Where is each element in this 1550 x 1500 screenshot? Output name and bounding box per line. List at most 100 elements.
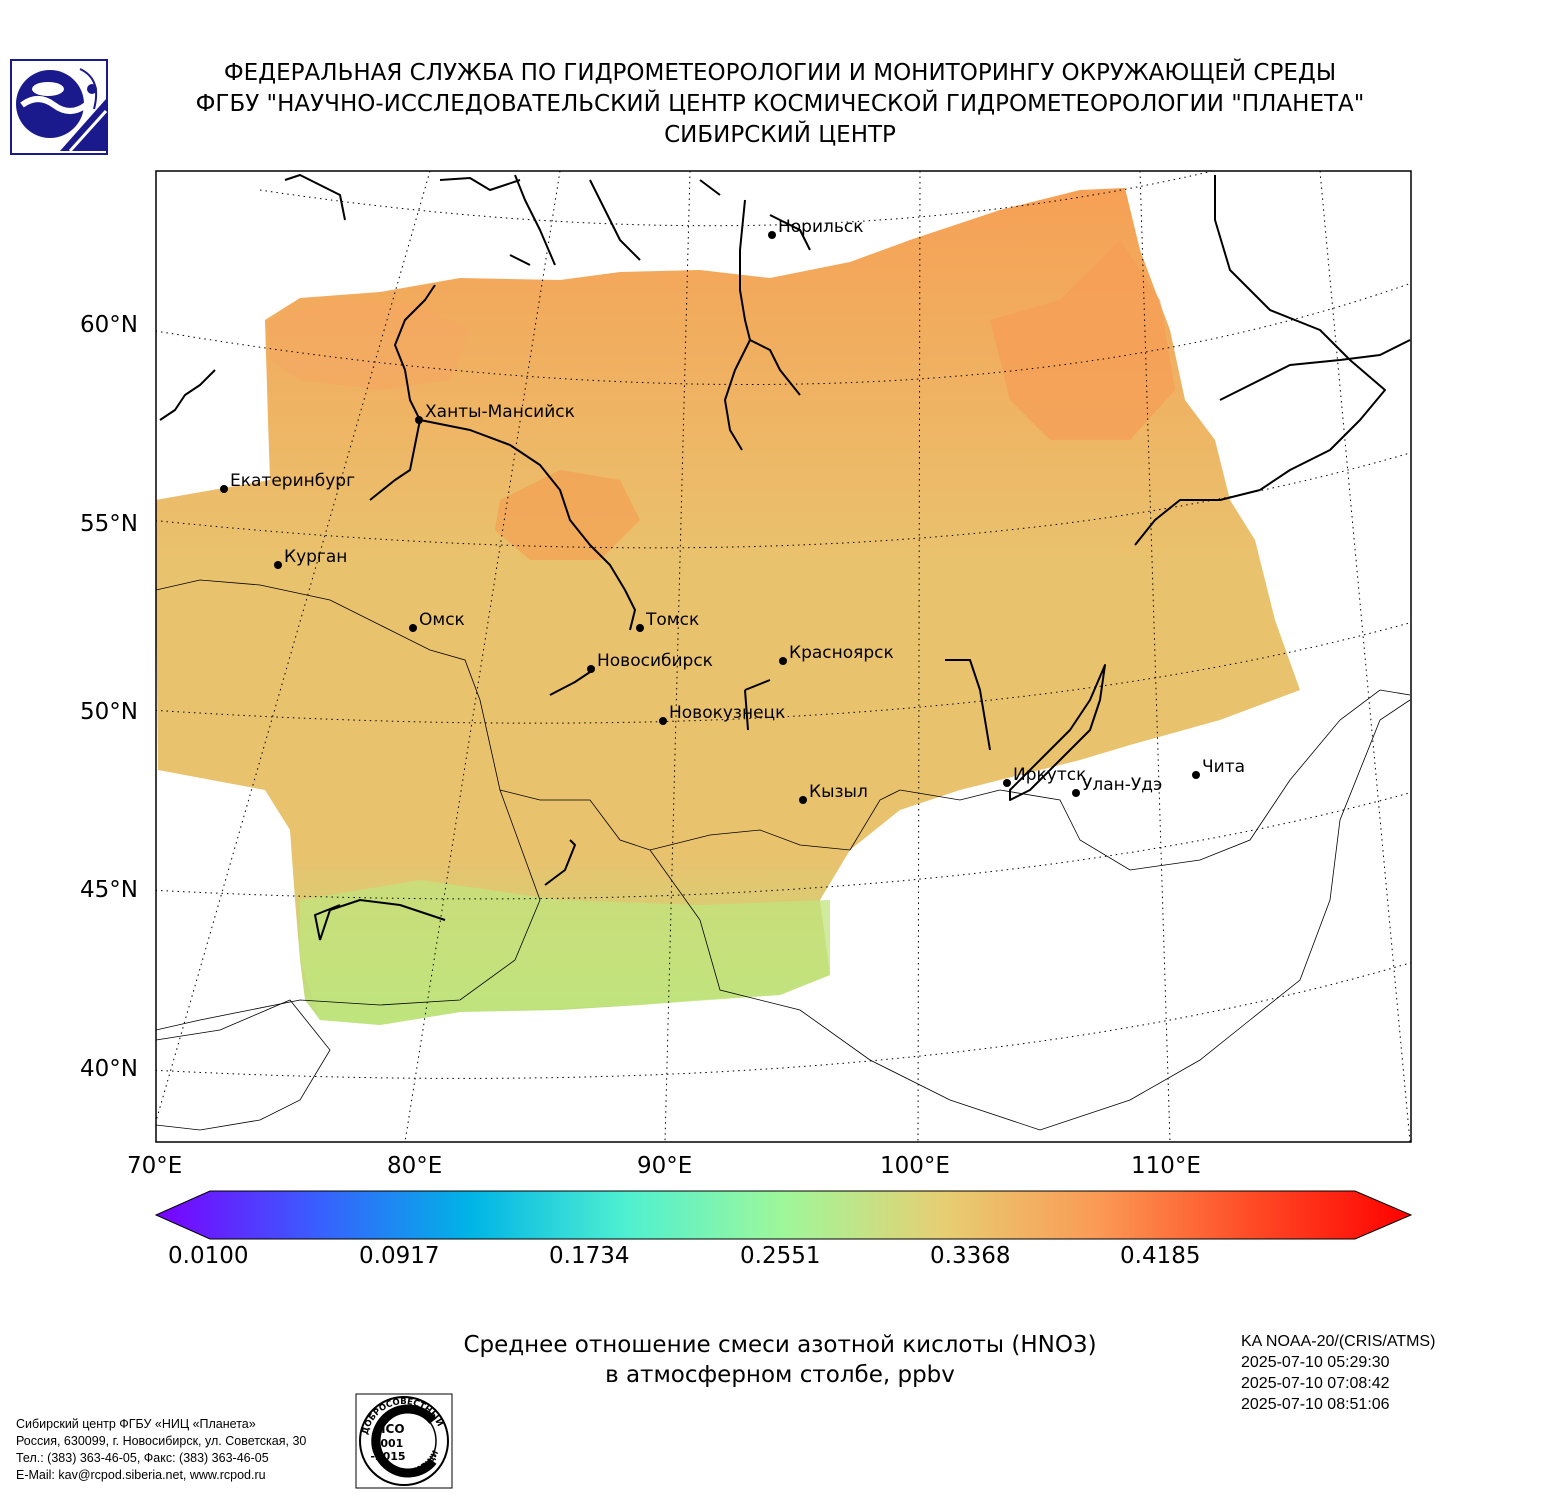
city-dot — [274, 561, 282, 569]
address-line-3: Тел.: (383) 363-46-05, Факс: (383) 363-4… — [16, 1451, 269, 1465]
colorbar-label: 0.1734 — [549, 1243, 630, 1269]
lon-label-70e: 70°E — [127, 1153, 183, 1179]
city-dot — [779, 657, 787, 665]
city-label: Томск — [645, 610, 699, 630]
lat-label-45n: 45°N — [80, 877, 138, 903]
city-dot — [587, 665, 595, 673]
city-marker: Ханты-Мансийск — [415, 402, 575, 424]
pass-time: 2025-07-10 07:08:42 — [1241, 1375, 1390, 1392]
city-layer: Норильск Ханты-Мансийск Екатеринбург Курган… — [220, 217, 1245, 804]
map-frame — [155, 170, 1412, 1143]
pass-time: 2025-07-10 05:29:30 — [1241, 1354, 1390, 1371]
river-bratsk — [945, 659, 991, 751]
lat-label-50n: 50°N — [80, 699, 138, 725]
lake-balkhash — [314, 899, 446, 941]
parallel-65n — [259, 171, 1215, 227]
city-marker: Красноярск — [779, 643, 894, 665]
swath-hotspot — [270, 300, 470, 390]
colorbar-label: 0.2551 — [740, 1243, 821, 1269]
river-tobol — [159, 369, 216, 421]
address-block: Сибирский центр ФГБУ «НИЦ «Планета» Росс… — [16, 1416, 306, 1484]
city-label: Новосибирск — [597, 651, 713, 671]
city-dot — [768, 231, 776, 239]
colorbar-label: 0.0100 — [168, 1243, 249, 1269]
city-label: Омск — [419, 610, 465, 630]
pass-time: 2025-07-10 08:51:06 — [1241, 1396, 1390, 1413]
lat-label-60n: 60°N — [80, 312, 138, 338]
city-dot — [1192, 771, 1200, 779]
swath-hotspot — [990, 240, 1175, 440]
address-line-1: Сибирский центр ФГБУ «НИЦ «Планета» — [16, 1417, 256, 1431]
colorbar-bar — [154, 1190, 1413, 1240]
river-ob-irtysh — [369, 284, 436, 501]
border-southwest — [156, 999, 331, 1131]
address-line-2: Россия, 630099, г. Новосибирск, ул. Сове… — [16, 1434, 307, 1448]
iso-badge-iso: ИСО — [375, 1422, 404, 1436]
reservoir-krasnoyarsk — [744, 679, 771, 731]
caption-line-2: в атмосферном столбе, ppbv — [605, 1362, 955, 1388]
satellite-name: KA NOAA-20/(CRIS/ATMS) — [1241, 1333, 1436, 1350]
city-label: Екатеринбург — [230, 471, 355, 491]
colorbar-label: 0.0917 — [359, 1243, 440, 1269]
city-dot — [799, 796, 807, 804]
city-marker: Омск — [409, 610, 465, 632]
city-marker: Курган — [274, 547, 347, 569]
header-line-1: ФЕДЕРАЛЬНАЯ СЛУЖБА ПО ГИДРОМЕТЕОРОЛОГИИ … — [223, 60, 1337, 86]
header-line-3: СИБИРСКИЙ ЦЕНТР — [664, 122, 896, 148]
city-dot — [636, 624, 644, 632]
city-marker: Томск — [636, 610, 699, 632]
colorbar-label: 0.4185 — [1120, 1243, 1201, 1269]
meridian-90e — [664, 171, 691, 1142]
lake-baikal — [1009, 664, 1106, 801]
city-dot — [659, 717, 667, 725]
colorbar — [154, 1190, 1413, 1240]
river-lena — [1219, 339, 1411, 401]
coast-arctic — [284, 174, 1386, 491]
header: ФЕДЕРАЛЬНАЯ СЛУЖБА ПО ГИДРОМЕТЕОРОЛОГИИ … — [130, 58, 1430, 151]
city-marker: Чита — [1192, 757, 1245, 779]
colorbar-label: 0.3368 — [930, 1243, 1011, 1269]
meridian-120e — [1319, 171, 1411, 1142]
header-line-2: ФГБУ "НАУЧНО-ИССЛЕДОВАТЕЛЬСКИЙ ЦЕНТР КОС… — [195, 91, 1365, 117]
border-mongolia-south — [649, 699, 1411, 1131]
city-marker: Норильск — [768, 217, 864, 239]
city-dot — [220, 485, 228, 493]
lat-label-40n: 40°N — [80, 1056, 138, 1082]
lon-label-100e: 100°E — [880, 1153, 950, 1179]
satellite-info: KA NOAA-20/(CRIS/ATMS) 2025-07-10 05:29:… — [1241, 1331, 1435, 1415]
iso-badge-2015: -2015 — [370, 1450, 405, 1463]
city-marker: Иркутск — [1003, 765, 1086, 787]
city-label: Красноярск — [789, 643, 894, 663]
lat-label-55n: 55°N — [80, 511, 138, 537]
city-dot — [409, 624, 417, 632]
meridian-70e — [156, 171, 431, 1123]
reservoir-novosibirsk — [549, 671, 591, 696]
river-angara — [1134, 489, 1261, 546]
city-label: Ханты-Мансийск — [425, 402, 575, 422]
map-caption: Среднее отношение смеси азотной кислоты … — [380, 1330, 1180, 1390]
meridian-100e — [917, 171, 921, 1142]
parallel-60n — [156, 282, 1411, 385]
city-dot — [1072, 789, 1080, 797]
city-label: Кызыл — [809, 782, 868, 802]
address-line-4: E-Mail: kav@rcpod.siberia.net, www.rcpod… — [16, 1468, 266, 1482]
border-kazakhstan — [156, 579, 1001, 851]
city-marker: Улан-Удэ — [1072, 775, 1162, 797]
caption-line-1: Среднее отношение смеси азотной кислоты … — [463, 1332, 1097, 1358]
border-mongolia-north — [999, 689, 1411, 871]
river-yenisei-branch — [749, 339, 801, 396]
meridian-110e — [1139, 171, 1171, 1142]
border-china-mongolia — [156, 789, 541, 1031]
city-label: Иркутск — [1013, 765, 1086, 785]
city-label: Чита — [1202, 757, 1245, 777]
city-dot — [415, 416, 423, 424]
lon-label-80e: 80°E — [387, 1153, 443, 1179]
lon-label-90e: 90°E — [637, 1153, 693, 1179]
lon-label-110e: 110°E — [1131, 1153, 1201, 1179]
city-label: Курган — [284, 547, 347, 567]
city-marker: Кызыл — [799, 782, 868, 804]
city-dot — [1003, 779, 1011, 787]
iso-badge-9001: 9001 — [373, 1437, 404, 1450]
city-marker: Екатеринбург — [220, 471, 355, 493]
